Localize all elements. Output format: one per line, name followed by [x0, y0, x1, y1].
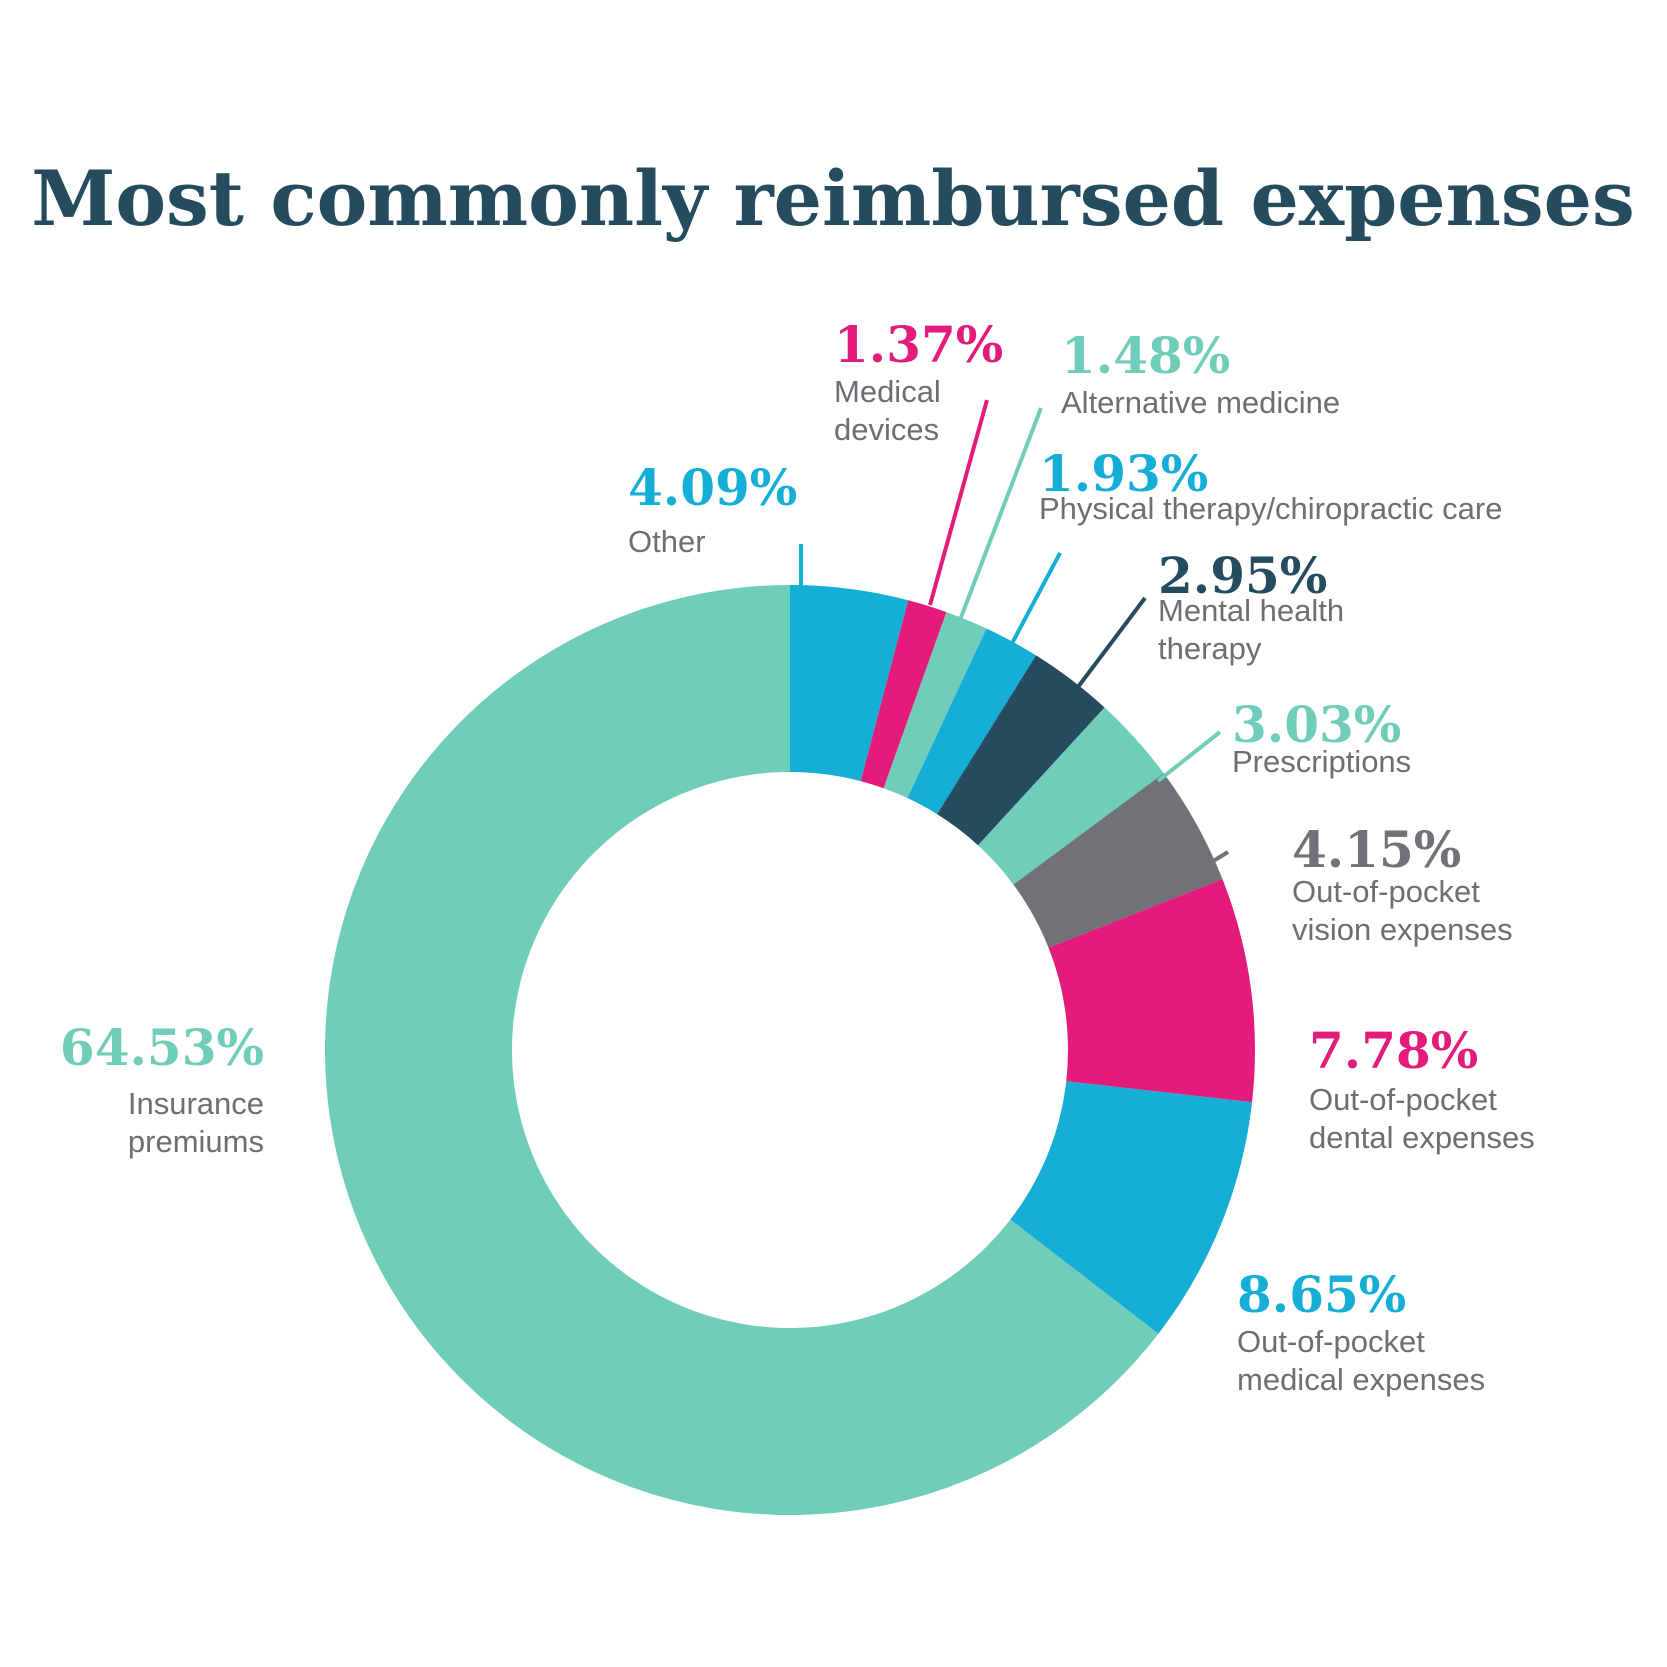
- slice-out-of-pocket-vision-expenses: [1013, 773, 1223, 948]
- slice-percent-label: 1.93%: [1039, 444, 1208, 503]
- slice-category-label: dental expenses: [1309, 1120, 1535, 1155]
- slice-category-label: premiums: [128, 1124, 264, 1159]
- slice-category-label: devices: [834, 412, 939, 447]
- slice-category-label: Out-of-pocket: [1292, 874, 1480, 909]
- slice-percent-label: 4.15%: [1292, 820, 1461, 879]
- slice-out-of-pocket-medical-expenses: [1010, 1081, 1253, 1334]
- leader-line: [1200, 850, 1230, 870]
- slice-category-label: Out-of-pocket: [1309, 1082, 1497, 1117]
- leader-line: [958, 407, 1043, 621]
- slice-category-label: Alternative medicine: [1061, 385, 1340, 420]
- slice-percent-label: 1.37%: [834, 315, 1003, 374]
- slice-category-label: vision expenses: [1292, 912, 1513, 947]
- slice-percent-label: 2.95%: [1158, 546, 1327, 605]
- slice-percent-label: 8.65%: [1237, 1265, 1406, 1324]
- slice-insurance-premiums: [325, 585, 1159, 1515]
- donut-slices: [325, 585, 1256, 1515]
- slice-medical-devices: [860, 600, 947, 789]
- slice-category-label: Mental health: [1158, 593, 1344, 628]
- slice-category-label: Prescriptions: [1232, 744, 1411, 779]
- slice-percent-label: 64.53%: [60, 1018, 264, 1077]
- leader-line: [1006, 552, 1062, 652]
- slice-category-label: Other: [628, 524, 706, 559]
- slice-prescriptions: [978, 707, 1164, 885]
- chart-title: Most commonly reimbursed expenses: [31, 154, 1635, 243]
- slice-percent-label: 3.03%: [1232, 695, 1401, 754]
- slice-other: [790, 585, 909, 782]
- slice-category-label: Physical therapy/chiropractic care: [1039, 491, 1502, 526]
- slice-alternative-medicine: [883, 612, 987, 799]
- leader-line: [1073, 596, 1147, 693]
- slice-percent-label: 4.09%: [628, 458, 797, 517]
- slice-category-label: medical expenses: [1237, 1362, 1485, 1397]
- slice-mental-health-therapy: [937, 655, 1105, 846]
- slice-physical-therapy-chiropractic-care: [907, 628, 1037, 815]
- slice-out-of-pocket-dental-expenses: [1048, 879, 1256, 1103]
- slice-percent-label: 1.48%: [1061, 326, 1230, 385]
- slice-category-label: therapy: [1158, 631, 1262, 666]
- leader-lines: [799, 399, 1230, 870]
- slice-category-label: Insurance: [128, 1086, 264, 1121]
- slice-percent-label: 7.78%: [1309, 1021, 1478, 1080]
- leader-line: [1156, 730, 1222, 783]
- leader-line: [928, 399, 989, 606]
- slice-category-label: Medical: [834, 374, 941, 409]
- slice-category-label: Out-of-pocket: [1237, 1324, 1425, 1359]
